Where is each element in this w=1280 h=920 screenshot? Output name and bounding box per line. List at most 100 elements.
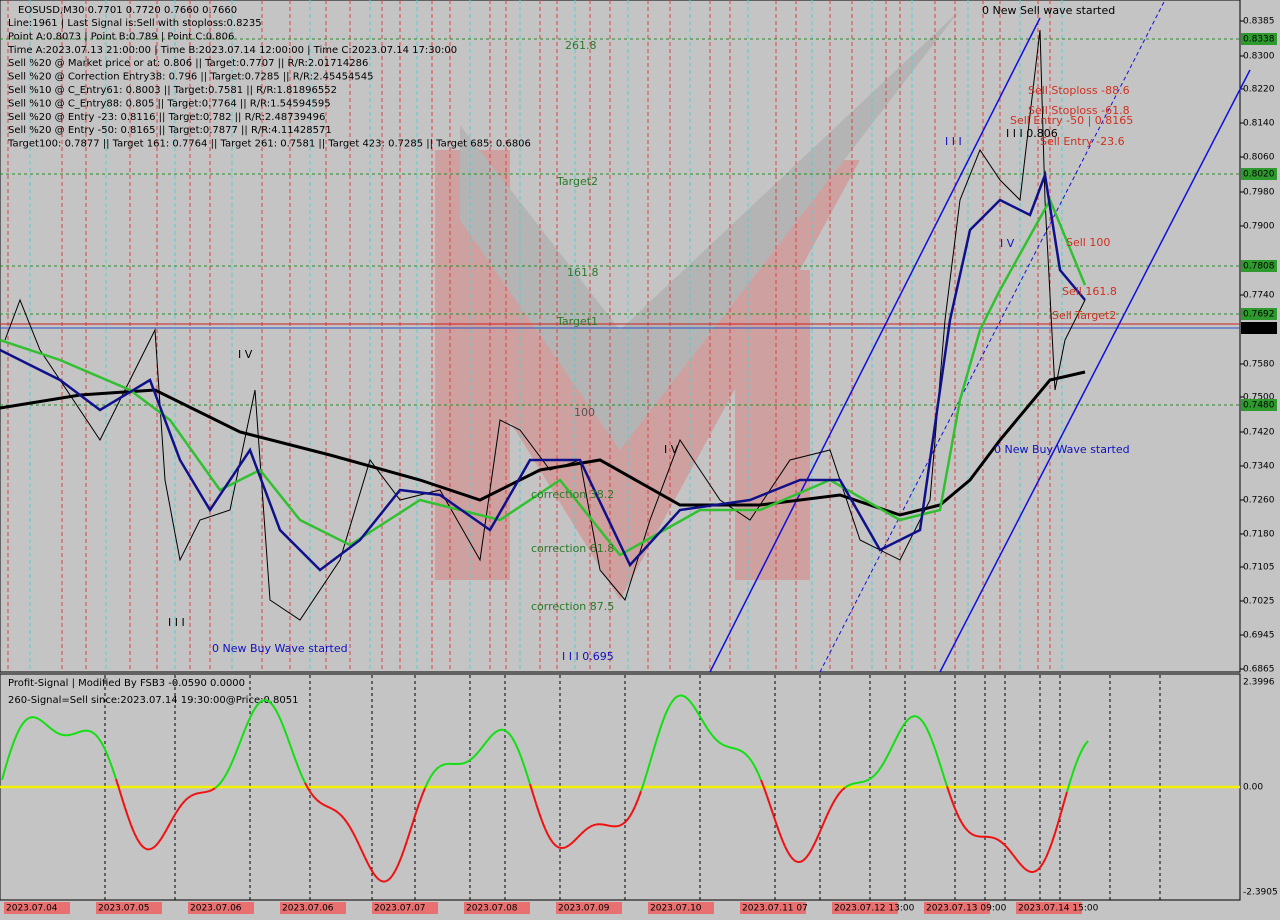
time-tag <box>280 902 346 914</box>
oscillator <box>1081 744 1086 751</box>
oscillator <box>337 811 342 816</box>
oscillator <box>52 729 57 734</box>
oscillator <box>523 764 528 775</box>
oscillator <box>745 753 750 759</box>
oscillator <box>1054 822 1059 834</box>
oscillator <box>133 831 138 840</box>
oscillator <box>478 746 483 752</box>
level-tag <box>1241 33 1277 45</box>
oscillator <box>325 805 330 809</box>
oscillator <box>394 864 399 872</box>
annotation: Sell Stoploss -61.8 <box>1028 104 1130 117</box>
oscillator <box>1021 865 1026 870</box>
annotation: 0 New Sell wave started <box>982 4 1115 17</box>
oscillator <box>892 738 897 746</box>
time-label: 2023.07.06 <box>190 904 242 914</box>
time-tag <box>4 902 70 914</box>
oscillator <box>49 727 54 731</box>
oscillator <box>739 749 744 753</box>
oscillator <box>466 759 471 763</box>
oscillator <box>400 849 405 859</box>
oscillator <box>952 803 957 812</box>
oscillator <box>619 823 624 827</box>
oscillator <box>370 868 375 875</box>
price-label: 0.7260 <box>1243 496 1275 506</box>
oscillator <box>148 847 153 851</box>
annotation: Target1 <box>556 315 598 328</box>
oscillator <box>349 826 354 834</box>
oscillator <box>808 848 813 855</box>
oscillator <box>109 761 114 771</box>
time-tag <box>832 902 898 914</box>
annotation: correction 61.8 <box>531 542 614 555</box>
oscillator <box>751 761 756 768</box>
oscillator <box>544 828 549 836</box>
oscillator <box>253 704 258 711</box>
annotation: 161.8 <box>567 266 599 279</box>
oscillator <box>286 735 291 745</box>
channel-line <box>709 17 1041 673</box>
oscillator <box>418 795 423 805</box>
oscillator <box>706 727 711 733</box>
oscillator <box>580 830 585 835</box>
level-tag <box>1241 399 1277 411</box>
header-line: Sell %20 @ Market price or at: 0.806 || … <box>8 58 368 69</box>
oscillator <box>850 782 855 786</box>
time-tag <box>1016 902 1082 914</box>
oscillator <box>403 840 408 851</box>
oscillator <box>820 821 825 830</box>
oscillator <box>814 835 819 844</box>
oscillator <box>244 721 249 730</box>
oscillator <box>1033 869 1038 873</box>
oscillator <box>556 845 561 849</box>
oscillator <box>859 780 864 784</box>
oscillator <box>310 792 315 798</box>
oscillator <box>520 756 525 766</box>
oscillator <box>667 702 672 710</box>
time-label: 2023.07.05 <box>98 904 150 914</box>
oscillator <box>412 812 417 823</box>
oscillator <box>55 731 60 735</box>
oscillator <box>196 791 201 795</box>
oscillator <box>487 735 492 741</box>
time-label: 2023.07.13 09:00 <box>926 904 1007 914</box>
annotation: I I I 0.806 <box>1006 127 1058 140</box>
oscillator <box>127 816 132 826</box>
oscillator <box>397 857 402 866</box>
oscillator <box>625 816 630 822</box>
oscillator <box>694 707 699 714</box>
oscillator <box>97 736 102 743</box>
price-label: 0.7900 <box>1243 222 1275 232</box>
oscillator <box>28 716 33 719</box>
oscillator <box>409 821 414 832</box>
oscillator <box>1042 857 1047 864</box>
oscillator <box>778 831 783 840</box>
oscillator <box>589 824 594 828</box>
oscillator <box>961 822 966 829</box>
oscillator <box>886 750 891 758</box>
oscillator <box>37 717 42 722</box>
oscillator <box>502 728 507 732</box>
oscillator <box>973 834 978 838</box>
annotation: Sell Entry -50 | 0.8165 <box>1010 114 1133 127</box>
oscillator <box>616 824 621 828</box>
oscillator <box>1 768 6 781</box>
oscillator <box>16 727 21 735</box>
current-price: 0.7660 <box>1243 324 1275 334</box>
oscillator <box>328 806 333 810</box>
oscillator <box>304 782 309 789</box>
annotation: Sell 161.8 <box>1062 285 1117 298</box>
oscillator <box>1039 862 1044 869</box>
oscillator <box>469 756 474 761</box>
time-tag <box>648 902 714 914</box>
oscillator <box>136 838 141 845</box>
oscillator <box>289 744 294 754</box>
oscillator <box>904 718 909 724</box>
oscillator <box>1036 866 1041 872</box>
oscillator <box>991 836 996 840</box>
oscillator <box>628 812 633 819</box>
oscillator <box>433 767 438 773</box>
oscillator <box>79 730 84 733</box>
oscillator <box>889 744 894 752</box>
level-label: 0.8020 <box>1243 170 1275 180</box>
